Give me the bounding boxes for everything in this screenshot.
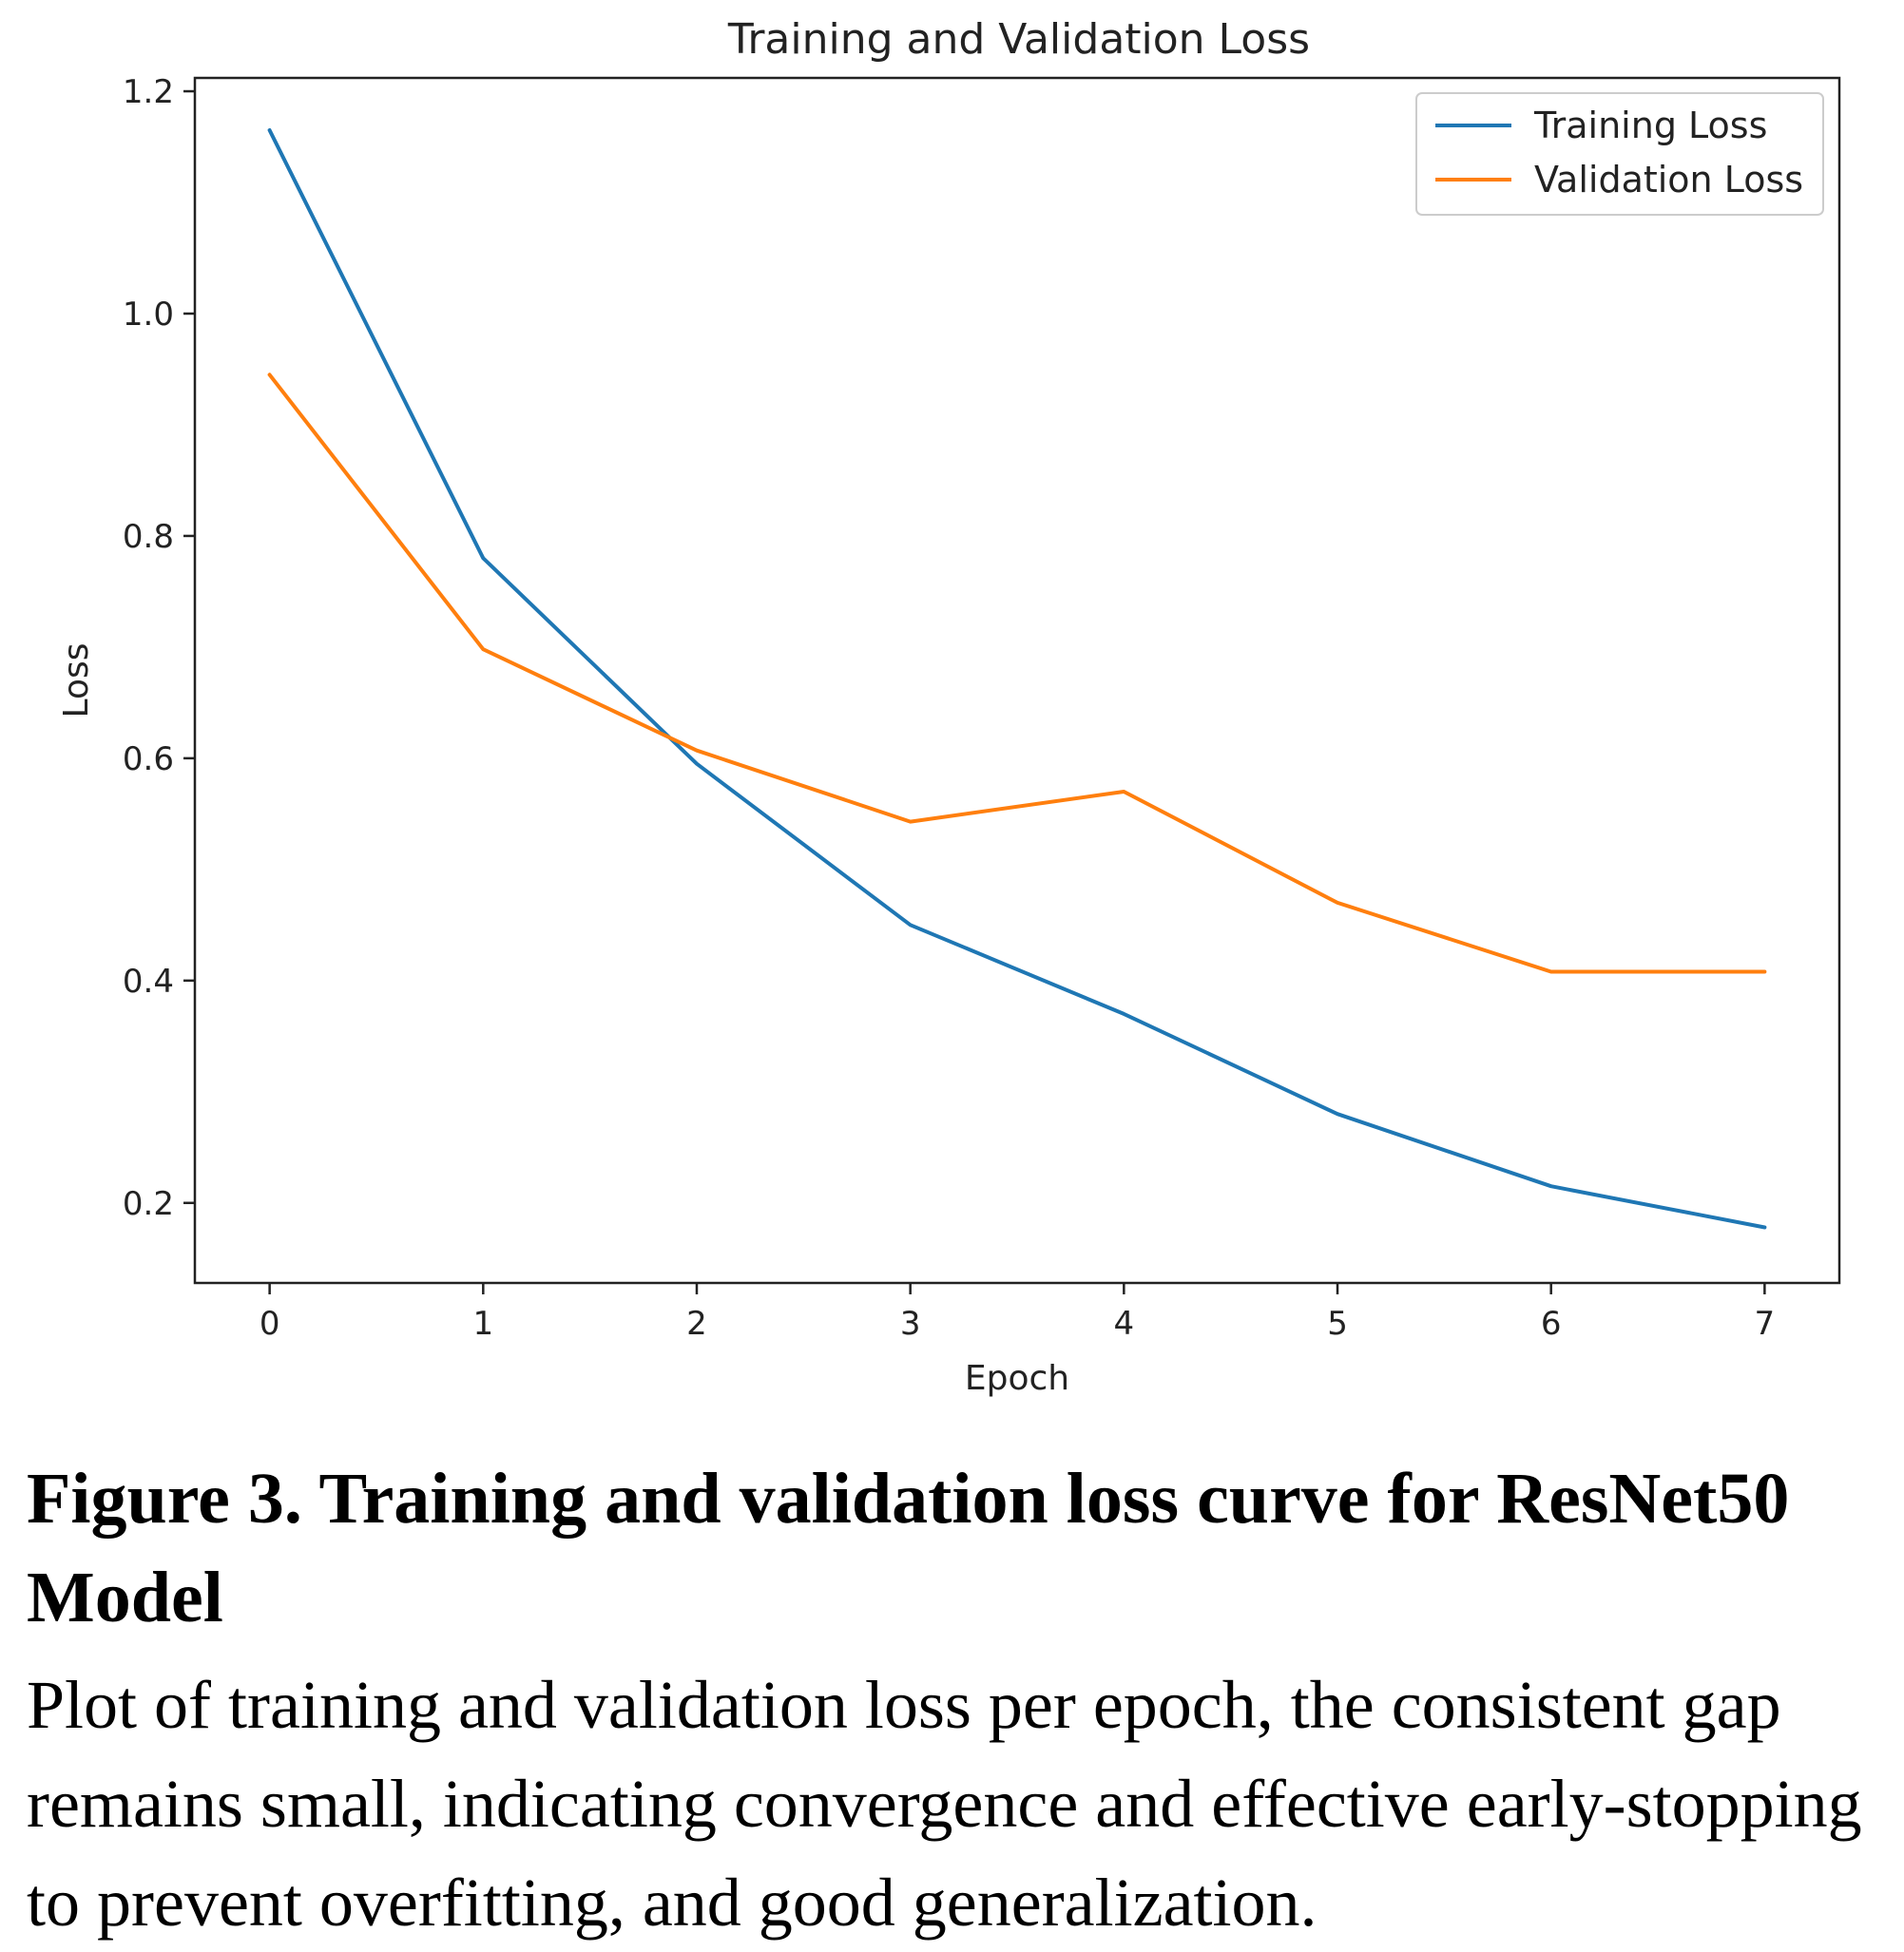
y-axis: 0.2 0.4 0.6 0.8 1.0 1.2 xyxy=(123,73,195,1223)
x-axis: 0 1 2 3 4 5 6 7 xyxy=(260,1283,1775,1343)
legend-label: Training Loss xyxy=(1533,105,1767,146)
y-tick-label: 0.6 xyxy=(123,740,174,778)
figure-caption-title: Figure 3. Training and validation loss c… xyxy=(27,1459,1790,1637)
x-tick-label: 2 xyxy=(686,1305,707,1343)
legend-label: Validation Loss xyxy=(1534,159,1803,201)
y-tick-label: 1.2 xyxy=(123,73,174,111)
figure-caption-body: Plot of training and validation loss per… xyxy=(27,1667,1862,1941)
legend: Training Loss Validation Loss xyxy=(1415,92,1824,216)
series-line-validation-loss xyxy=(267,373,1767,974)
x-tick-label: 4 xyxy=(1114,1305,1135,1343)
x-tick-label: 1 xyxy=(472,1305,493,1343)
x-tick-label: 5 xyxy=(1327,1305,1348,1343)
x-axis-label: Epoch xyxy=(965,1359,1069,1398)
x-tick-label: 7 xyxy=(1755,1305,1776,1343)
y-tick-label: 0.4 xyxy=(123,963,174,1001)
legend-box xyxy=(1415,92,1824,216)
x-tick-label: 0 xyxy=(260,1305,280,1343)
y-tick-label: 1.0 xyxy=(123,296,174,334)
x-tick-label: 3 xyxy=(900,1305,921,1343)
plot-area-frame xyxy=(193,76,1841,1285)
series-lines xyxy=(267,128,1767,1230)
y-tick-label: 0.8 xyxy=(123,518,174,556)
loss-line-chart: Training and Validation Loss 0.20.40.60.… xyxy=(57,15,1841,1398)
chart-title: Training and Validation Loss xyxy=(727,15,1310,64)
y-tick-label: 0.2 xyxy=(123,1185,174,1223)
y-axis-label: Loss xyxy=(57,643,96,718)
x-tick-label: 6 xyxy=(1541,1305,1562,1343)
series-line-training-loss xyxy=(267,128,1767,1230)
